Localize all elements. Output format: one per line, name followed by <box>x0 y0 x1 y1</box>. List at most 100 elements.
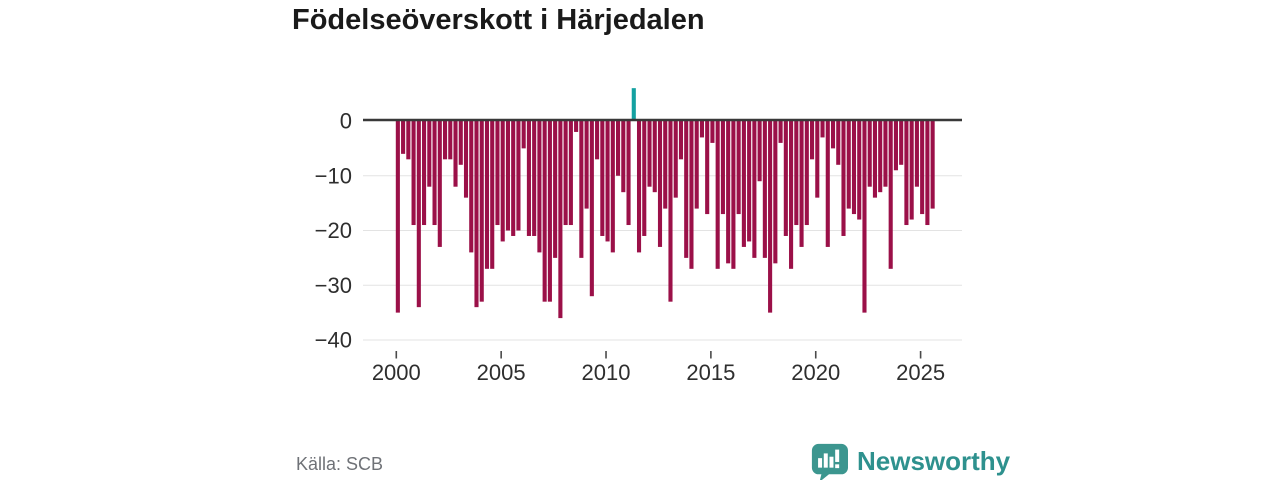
bar-quarter-35 <box>579 121 584 258</box>
x-tick-label-2020: 2020 <box>791 360 840 385</box>
bar-quarter-23 <box>516 121 521 231</box>
bar-quarter-87 <box>851 121 857 215</box>
bar-quarter-36 <box>584 121 589 209</box>
bar-quarter-80 <box>815 121 820 198</box>
bar-quarter-4 <box>416 121 421 308</box>
bar-quarter-94 <box>888 121 893 269</box>
bar-quarter-71 <box>768 121 773 313</box>
bar-quarter-89 <box>862 121 867 313</box>
bar-quarter-59 <box>705 121 710 215</box>
x-tick-label-2000: 2000 <box>372 360 421 385</box>
bar-quarter-84 <box>836 121 841 165</box>
bar-quarter-47 <box>642 121 647 236</box>
bar-quarter-78 <box>804 121 809 226</box>
bar-quarter-33 <box>568 121 573 226</box>
bar-quarter-42 <box>616 121 621 176</box>
bar-quarter-43 <box>621 121 626 193</box>
bar-quarter-88 <box>857 121 862 220</box>
bar-quarter-25 <box>526 121 531 236</box>
bar-quarter-101 <box>925 121 930 226</box>
bar-quarter-38 <box>595 121 600 160</box>
bar-quarter-90 <box>867 121 872 187</box>
bar-quarter-14 <box>469 121 474 253</box>
bar-quarter-86 <box>846 121 851 209</box>
bar-quarter-92 <box>878 121 883 193</box>
bar-quarter-96 <box>899 121 904 165</box>
bar-quarter-54 <box>678 121 684 160</box>
bar-quarter-28 <box>542 121 547 302</box>
bar-quarter-50 <box>657 121 663 247</box>
bar-quarter-100 <box>920 121 925 215</box>
bar-quarter-49 <box>652 121 657 193</box>
bar-quarter-21 <box>505 121 511 231</box>
y-tick-label--30: −30 <box>315 273 352 298</box>
bar-quarter-99 <box>914 121 919 187</box>
bar-quarter-10 <box>448 121 453 160</box>
bar-quarter-18 <box>490 121 495 269</box>
x-tick-label-2010: 2010 <box>582 360 631 385</box>
bar-quarter-93 <box>883 121 888 187</box>
bar-quarter-37 <box>589 121 594 297</box>
bar-quarter-95 <box>893 121 898 171</box>
bar-quarter-0 <box>395 121 400 313</box>
bar-quarter-30 <box>553 121 558 258</box>
bar-quarter-16 <box>479 121 484 302</box>
bar-quarter-72 <box>773 121 778 264</box>
bar-quarter-69 <box>757 121 762 182</box>
bar-quarter-26 <box>532 121 537 236</box>
x-tick-label-2005: 2005 <box>477 360 526 385</box>
bar-quarter-27 <box>537 121 542 253</box>
bar-quarter-82 <box>825 121 830 247</box>
bar-quarter-31 <box>558 121 563 319</box>
bar-quarter-48 <box>647 121 652 187</box>
bar-quarter-67 <box>747 121 752 242</box>
newsworthy-logo-icon <box>811 443 848 480</box>
bar-quarter-85 <box>841 121 846 236</box>
bar-quarter-56 <box>689 121 694 269</box>
bar-quarter-22 <box>511 121 516 236</box>
bar-quarter-60 <box>710 121 715 143</box>
bar-quarter-83 <box>830 121 836 149</box>
bar-quarter-53 <box>673 121 678 198</box>
bar-quarter-12 <box>458 121 463 165</box>
bar-quarter-2 <box>406 121 411 160</box>
bar-quarter-68 <box>752 121 757 258</box>
bar-quarter-34 <box>574 121 579 132</box>
bar-quarter-6 <box>427 121 432 187</box>
bar-quarter-17 <box>484 121 490 269</box>
bar-quarter-20 <box>500 121 505 242</box>
bar-quarter-79 <box>809 121 815 160</box>
bar-quarter-1 <box>401 121 406 154</box>
bar-quarter-98 <box>909 121 914 220</box>
y-tick-label-0: 0 <box>340 109 352 134</box>
bar-quarter-75 <box>789 121 794 269</box>
newsworthy-logo: Newsworthy <box>810 442 1010 480</box>
bar-quarter-73 <box>778 121 783 143</box>
logo-bar-glyphs <box>818 449 840 469</box>
bar-quarter-3 <box>411 121 416 226</box>
bar-quarter-91 <box>872 121 878 198</box>
y-tick-label--10: −10 <box>315 163 352 188</box>
y-tick-label--20: −20 <box>315 218 352 243</box>
bar-quarter-13 <box>463 121 469 198</box>
bar-quarter-46 <box>636 121 642 253</box>
bar-quarter-29 <box>547 121 552 302</box>
bar-quarter-74 <box>783 121 788 236</box>
bar-quarter-41 <box>610 121 615 253</box>
bar-quarter-5 <box>422 121 427 226</box>
bar-quarter-45 <box>631 88 636 121</box>
bar-quarter-8 <box>437 121 442 247</box>
bar-quarter-57 <box>694 121 699 209</box>
chart-title: Födelseöverskott i Härjedalen <box>292 4 705 36</box>
bar-quarter-58 <box>699 121 704 138</box>
bar-quarter-15 <box>474 121 479 308</box>
bar-quarter-102 <box>930 121 935 209</box>
x-tick-label-2025: 2025 <box>896 360 945 385</box>
y-tick-label--40: −40 <box>315 328 352 353</box>
bar-quarter-55 <box>684 121 689 258</box>
x-tick-label-2015: 2015 <box>686 360 735 385</box>
bar-quarter-24 <box>521 121 526 149</box>
bar-quarter-11 <box>453 121 458 187</box>
bar-quarter-19 <box>495 121 500 226</box>
